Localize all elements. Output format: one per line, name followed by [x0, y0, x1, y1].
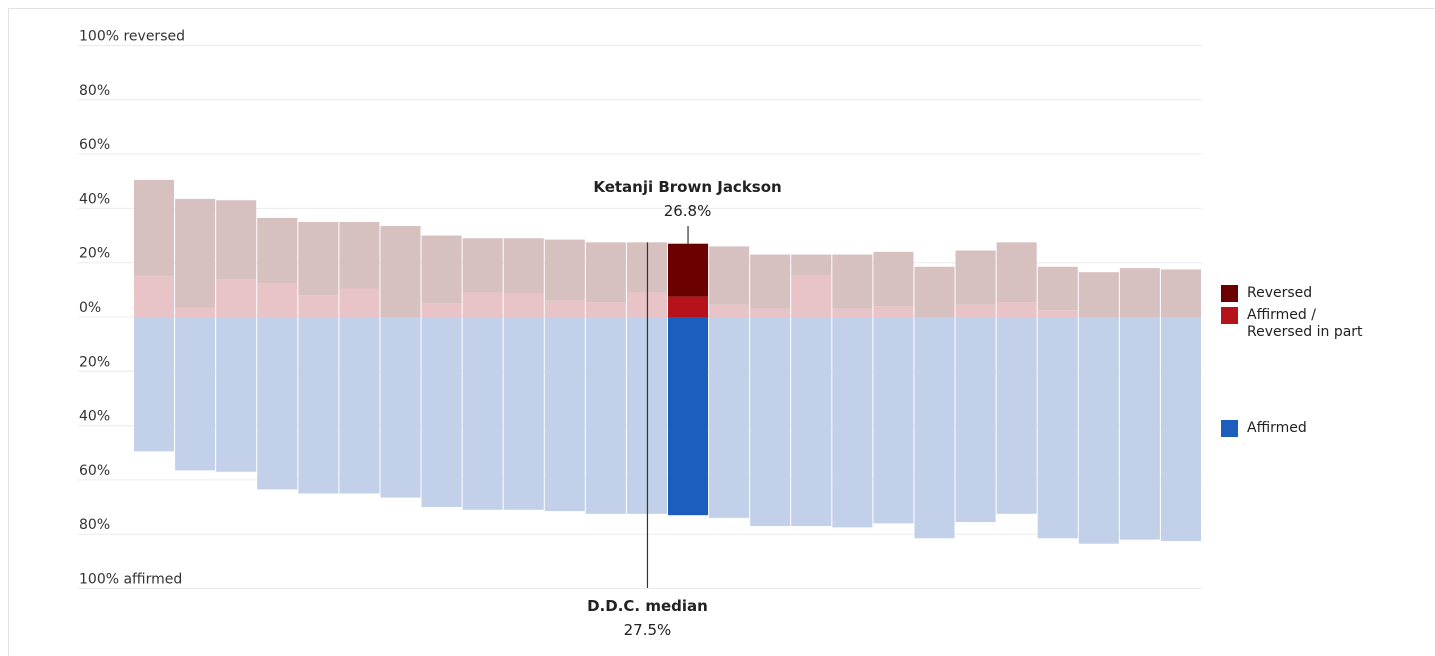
bar-reversed	[503, 238, 544, 294]
bar-affirmed	[503, 317, 544, 510]
bar-reversed	[996, 242, 1037, 303]
bar-affirmed	[216, 317, 257, 472]
bar-reversed	[832, 254, 873, 309]
bars	[134, 179, 1201, 544]
bar-reversed	[1119, 268, 1160, 317]
bar-partial	[298, 295, 339, 317]
legend-swatch	[1221, 420, 1238, 437]
legend-swatch	[1221, 285, 1238, 302]
y-tick-label: 20%	[79, 246, 110, 262]
bar-reversed	[175, 198, 216, 308]
bar-reversed	[216, 200, 257, 279]
bar-reversed	[914, 266, 955, 317]
y-tick-label: 40%	[79, 409, 110, 425]
bar-partial	[791, 274, 832, 317]
bar-partial	[421, 303, 462, 317]
bar-reversed	[298, 221, 339, 296]
bar-affirmed	[585, 317, 626, 514]
legend-label: Affirmed /	[1247, 307, 1316, 323]
bar-affirmed	[421, 317, 462, 508]
y-tick-label: 80%	[79, 83, 110, 99]
y-tick-label: 100% reversed	[79, 29, 185, 45]
bar-affirmed	[996, 317, 1037, 514]
bar-partial	[216, 278, 257, 317]
y-tick-label: 60%	[79, 137, 110, 153]
bar-partial	[134, 276, 175, 317]
y-tick-label: 100% affirmed	[79, 572, 182, 588]
bar-affirmed	[1037, 317, 1078, 539]
bar-affirmed	[339, 317, 380, 494]
bar-affirmed	[298, 317, 339, 494]
bar-partial	[544, 300, 585, 317]
highlight-value: 26.8%	[664, 202, 712, 220]
bar-partial	[955, 304, 996, 317]
bar-partial	[257, 283, 298, 317]
bar-affirmed	[709, 317, 750, 518]
bar-partial	[1037, 310, 1078, 317]
legend: Reversed Affirmed /Reversed in part Affirm…	[1221, 285, 1363, 437]
bar-partial	[750, 308, 791, 317]
bar-affirmed	[955, 317, 996, 522]
bar-affirmed	[257, 317, 298, 490]
bar-reversed	[421, 235, 462, 304]
bar-partial	[175, 307, 216, 317]
bar-reversed	[668, 243, 709, 297]
bar-reversed	[462, 238, 503, 293]
bar-reversed	[544, 239, 585, 301]
bar-affirmed	[175, 317, 216, 471]
bar-affirmed	[750, 317, 791, 527]
median-value: 27.5%	[624, 621, 672, 639]
annotations: D.D.C. median 27.5% Ketanji Brown Jackson 2…	[587, 178, 782, 639]
y-tick-label: 40%	[79, 191, 110, 207]
legend-swatch	[1221, 307, 1238, 324]
bar-reversed	[134, 179, 175, 277]
bar-affirmed	[462, 317, 503, 510]
bar-affirmed	[1078, 317, 1119, 544]
bar-partial	[873, 306, 914, 317]
chart-frame	[8, 8, 1435, 656]
bar-affirmed	[1160, 317, 1201, 541]
bar-partial	[503, 293, 544, 317]
median-label: D.D.C. median	[587, 597, 708, 615]
bar-partial	[709, 304, 750, 317]
bar-reversed	[257, 217, 298, 284]
bar-affirmed	[380, 317, 421, 498]
bar-affirmed	[832, 317, 873, 528]
bar-partial	[996, 302, 1037, 317]
y-tick-label: 80%	[79, 517, 110, 533]
bar-affirmed	[134, 317, 175, 452]
bar-reversed	[873, 251, 914, 307]
bar-affirmed	[544, 317, 585, 512]
bar-reversed	[585, 242, 626, 303]
bar-reversed	[1078, 272, 1119, 317]
bar-affirmed	[791, 317, 832, 527]
bar-partial	[832, 308, 873, 317]
bar-reversed	[750, 254, 791, 309]
legend-label: Affirmed	[1247, 420, 1307, 436]
bar-partial	[585, 302, 626, 317]
bar-reversed	[791, 254, 832, 275]
bar-reversed	[955, 250, 996, 305]
bar-reversed	[709, 246, 750, 305]
bar-reversed	[339, 221, 380, 289]
bar-affirmed	[873, 317, 914, 524]
highlight-label: Ketanji Brown Jackson	[593, 178, 781, 196]
bar-reversed	[380, 226, 421, 317]
bar-reversed	[1037, 266, 1078, 311]
legend-label: Reversed in part	[1247, 324, 1363, 340]
y-tick-label: 60%	[79, 463, 110, 479]
legend-label: Reversed	[1247, 285, 1312, 301]
bar-affirmed	[914, 317, 955, 539]
bar-partial	[462, 292, 503, 317]
bar-affirmed	[1119, 317, 1160, 540]
bar-reversed	[1160, 269, 1201, 317]
bar-partial	[339, 288, 380, 317]
y-axis: 100% reversed 80% 60% 40% 20% 0% 20% 40% 60% 80% 1…	[79, 29, 185, 588]
bar-affirmed	[668, 317, 709, 516]
bar-partial	[668, 296, 709, 317]
y-tick-label: 20%	[79, 354, 110, 370]
y-tick-label: 0%	[79, 300, 101, 316]
